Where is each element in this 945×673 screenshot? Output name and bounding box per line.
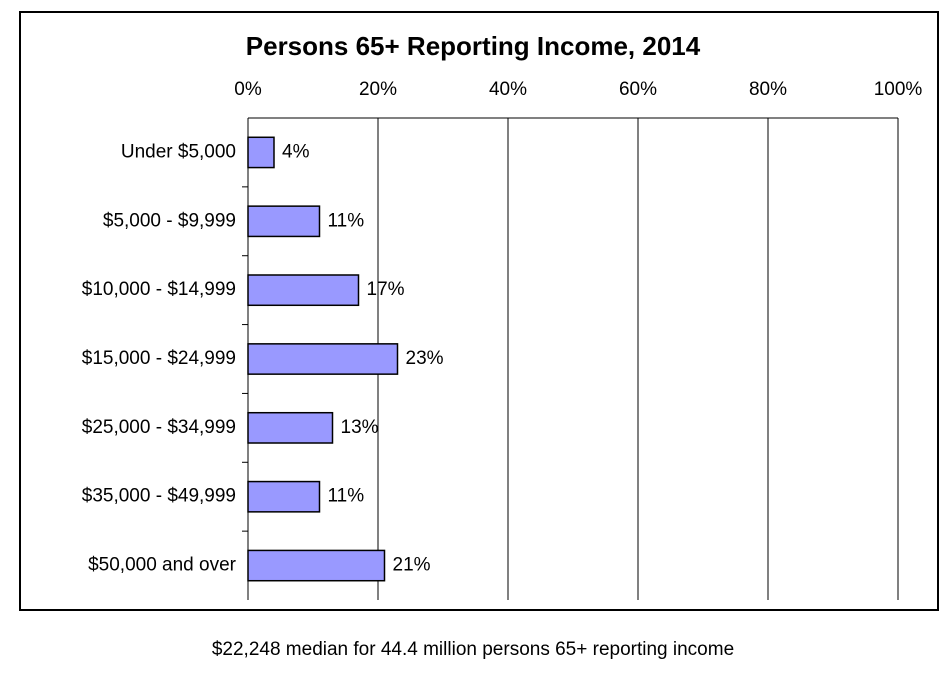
bar [247, 343, 399, 375]
x-tick-label: 0% [234, 79, 262, 100]
chart-title: Persons 65+ Reporting Income, 2014 [246, 31, 701, 61]
y-tick-label: $10,000 - $14,999 [82, 279, 236, 300]
bar [247, 136, 275, 169]
bar [247, 205, 321, 238]
x-tick-label: 100% [874, 79, 923, 100]
bar [247, 549, 386, 582]
x-tick-label: 80% [749, 79, 787, 100]
y-tick-label: $50,000 and over [88, 555, 237, 576]
chart-note: $22,248 median for 44.4 million persons … [212, 639, 734, 660]
bar [247, 411, 334, 444]
y-tick-label: $15,000 - $24,999 [82, 348, 236, 369]
y-tick-label: Under $5,000 [121, 141, 236, 162]
data-label: 23% [406, 348, 444, 369]
y-tick-label: $35,000 - $49,999 [82, 486, 236, 507]
x-tick-label: 40% [489, 79, 527, 100]
data-label: 11% [328, 210, 365, 231]
y-tick-label: $25,000 - $34,999 [82, 417, 236, 438]
bar [247, 480, 321, 513]
data-label: 17% [367, 279, 405, 300]
x-tick-label: 20% [359, 79, 397, 100]
bar [247, 274, 360, 307]
x-tick-label: 60% [619, 79, 657, 100]
y-tick-label: $5,000 - $9,999 [103, 210, 236, 231]
data-label: 13% [341, 417, 379, 438]
chart-border [19, 11, 939, 611]
data-label: 4% [282, 141, 310, 162]
data-label: 11% [328, 486, 365, 507]
data-label: 21% [393, 555, 431, 576]
